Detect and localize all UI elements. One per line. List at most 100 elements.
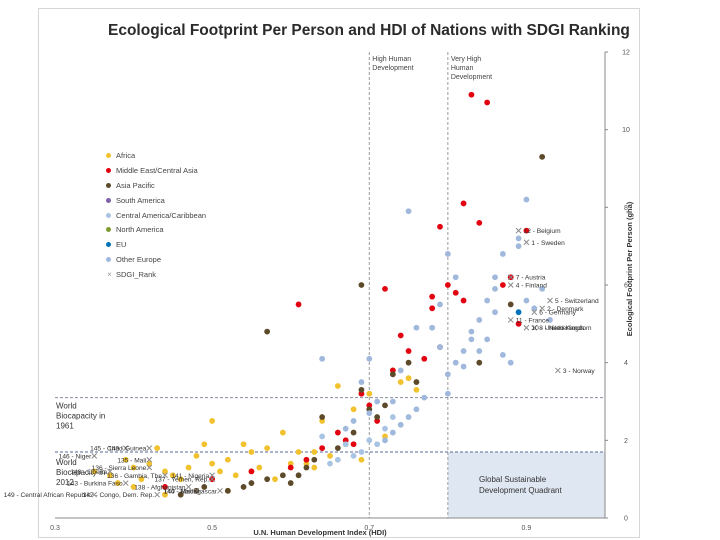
data-point [146,460,153,467]
data-point [492,274,498,281]
data-point [319,355,326,362]
data-point [374,414,381,420]
data-point [248,480,255,486]
data-point [374,398,381,405]
data-point [468,336,475,343]
high-dev-annotation: High Human Development [372,56,413,72]
data-point [437,223,443,230]
sdgi-marker [122,445,129,451]
data-point [350,429,357,436]
data-point [397,379,404,385]
legend-label: SDGI_Rank [116,270,157,280]
legend-item: Central America/Caribbean [106,208,206,223]
sdgi-label: 138 - Afghanistan [134,484,186,491]
chart-title: Ecological Footprint Per Person and HDI … [108,22,630,39]
data-point [319,445,326,451]
sdgi-label: 3 - Norway [563,368,596,375]
data-point [91,468,98,475]
sdgi-label: 7 - Austria [516,275,546,282]
data-point [327,452,333,459]
data-point [177,491,184,498]
legend-label: South America [116,195,165,205]
sdgi-marker [531,309,538,316]
data-point [452,274,459,281]
sdgi-label: 11 - France [516,317,550,324]
data-point [460,363,467,370]
data-point [295,301,302,308]
sdgi-label: 144 - Haiti [163,488,194,495]
legend-item: Middle East/Central Asia [106,163,206,178]
data-point [444,390,451,397]
data-point [350,452,357,459]
data-point [350,406,357,413]
data-point [311,464,318,471]
data-point [295,449,302,455]
data-point [311,449,318,455]
data-point [334,429,341,436]
data-point [507,301,514,308]
legend-item: EU [106,237,206,252]
data-point [295,472,302,479]
sdgi-label: 1 - Sweden [531,240,565,247]
data-point [201,441,208,448]
data-point [499,251,506,257]
y-tick-label: 0 [624,516,628,523]
legend: Africa Middle East/Central Asia Asia Pacif… [106,148,206,282]
legend-swatch [106,167,111,173]
sdgi-marker [107,468,113,475]
data-point [224,487,231,494]
data-point [248,468,255,475]
data-point [429,324,436,331]
data-point [185,464,192,471]
data-point [444,371,451,378]
data-point [209,460,216,467]
data-point [515,320,522,327]
legend-item: South America [106,193,206,208]
data-point [444,282,451,288]
sdgi-marker [523,324,530,331]
data-point [382,425,388,432]
sdgi-label: 8 - Netherlands [539,325,585,332]
data-point [413,386,420,393]
data-point [389,371,396,378]
sdgi-marker [531,324,538,331]
data-point [389,398,396,405]
data-point [334,383,341,389]
sdgi-label: 10 - United Kingdom [531,325,592,332]
data-point [154,445,161,451]
legend-item: Other Europe [106,252,206,267]
legend-label: Other Europe [116,255,162,265]
sdgi-label: 136 - Gambia, The [107,473,162,480]
sdgi-marker [555,367,561,374]
data-point [162,468,168,475]
data-point [319,433,326,440]
legend-swatch [106,227,111,233]
data-point [444,251,451,257]
chart-frame [38,8,640,538]
data-point [484,336,491,343]
data-point [499,282,506,288]
data-point [468,328,475,335]
sdgi-label: 12 - Belgium [524,228,562,235]
y-tick-label: 12 [622,50,630,57]
data-point [382,285,388,292]
sdgi-marker [91,491,98,498]
data-point [272,476,278,483]
sdgi-marker [217,487,223,494]
sustainable-quadrant [447,451,605,518]
data-point [476,317,483,323]
legend-item: North America [106,222,206,237]
data-point [177,476,184,483]
data-point [327,460,333,467]
data-point [492,309,498,316]
data-point [476,219,483,226]
data-point [334,456,341,463]
data-point [515,309,522,316]
legend-label: Central America/Caribbean [116,210,207,220]
sdgi-marker [547,297,553,304]
data-point [224,456,231,463]
legend-label: North America [116,225,164,235]
sdgi-marker [539,305,545,312]
sdgi-marker [209,476,215,483]
y-tick-label: 2 [624,438,628,445]
